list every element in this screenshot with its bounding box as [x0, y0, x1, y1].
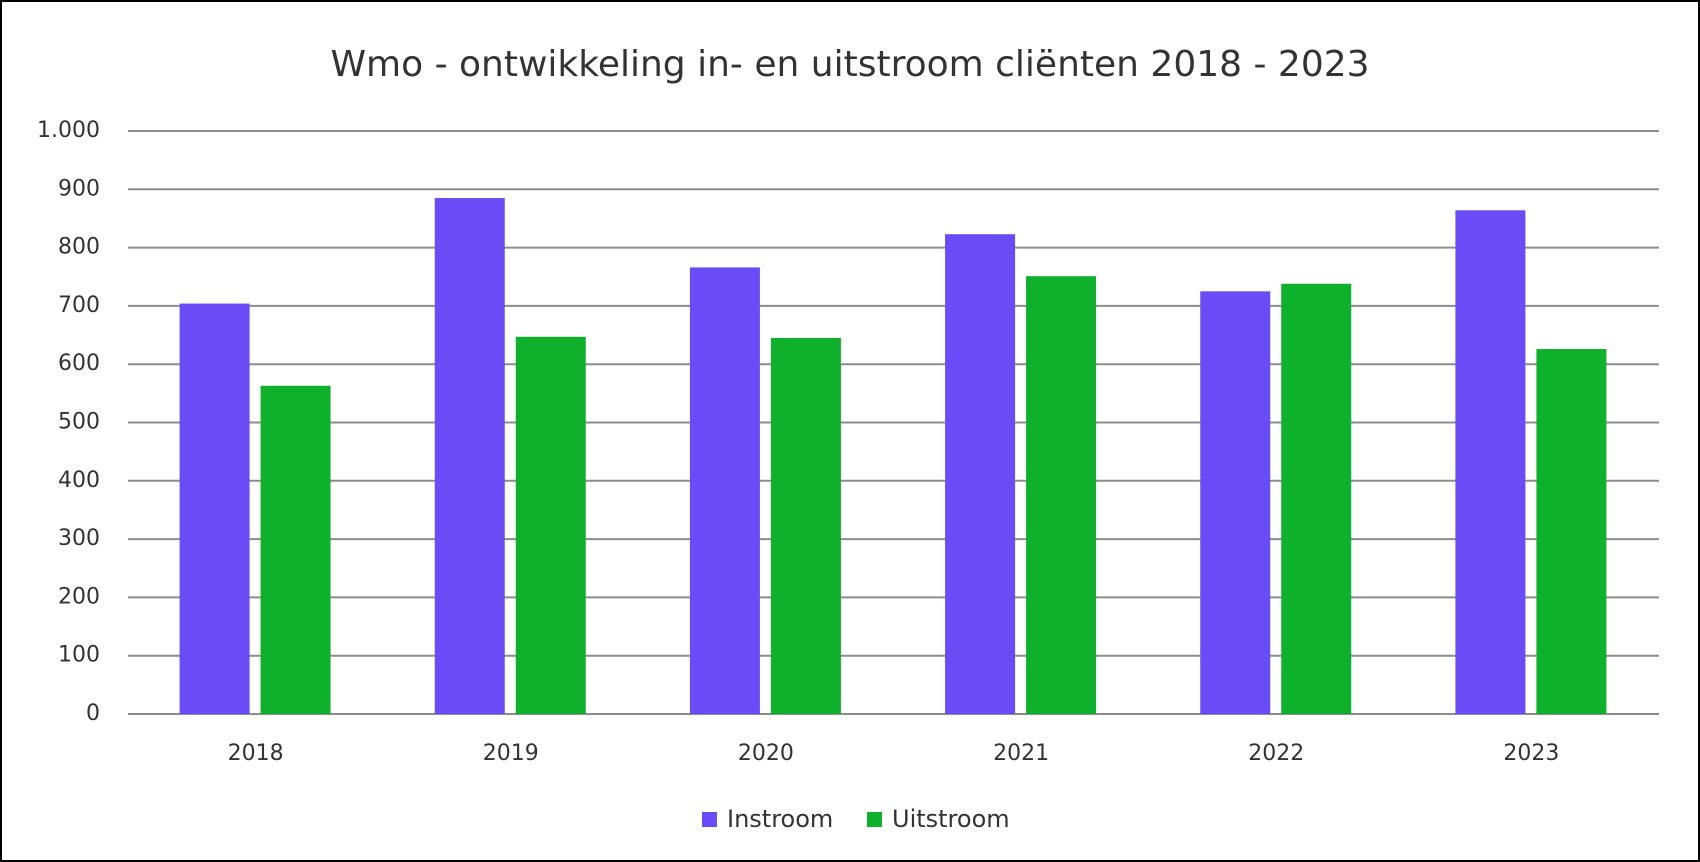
y-tick-label: 1.000 [37, 118, 100, 143]
bar [260, 385, 331, 714]
legend-label: Instroom [727, 805, 833, 833]
y-tick-label: 400 [58, 468, 100, 493]
y-tick-label: 0 [86, 701, 100, 726]
y-tick-label: 900 [58, 176, 100, 201]
bar [1281, 283, 1352, 714]
bar [515, 336, 586, 714]
x-tick-label: 2023 [1503, 741, 1559, 766]
y-tick-label: 300 [58, 526, 100, 551]
bar [1455, 210, 1526, 714]
legend-label: Uitstroom [892, 805, 1010, 833]
y-tick-label: 500 [58, 410, 100, 435]
chart-title: Wmo - ontwikkeling in- en uitstroom clië… [330, 44, 1369, 85]
bar [770, 337, 841, 714]
legend-swatch [867, 812, 882, 827]
bar [1200, 291, 1271, 714]
x-tick-label: 2020 [738, 741, 794, 766]
bar [945, 234, 1016, 715]
bar [689, 267, 760, 714]
bar [1536, 349, 1607, 714]
x-tick-label: 2019 [483, 741, 539, 766]
y-tick-label: 700 [58, 293, 100, 318]
x-tick-label: 2018 [228, 741, 284, 766]
bar [179, 303, 250, 714]
y-tick-label: 800 [58, 235, 100, 260]
y-tick-label: 100 [58, 643, 100, 668]
bar [1026, 276, 1097, 714]
y-tick-label: 600 [58, 351, 100, 376]
y-tick-label: 200 [58, 584, 100, 609]
legend-swatch [702, 812, 717, 827]
x-tick-label: 2021 [993, 741, 1049, 766]
bar [434, 198, 505, 715]
x-tick-label: 2022 [1248, 741, 1304, 766]
